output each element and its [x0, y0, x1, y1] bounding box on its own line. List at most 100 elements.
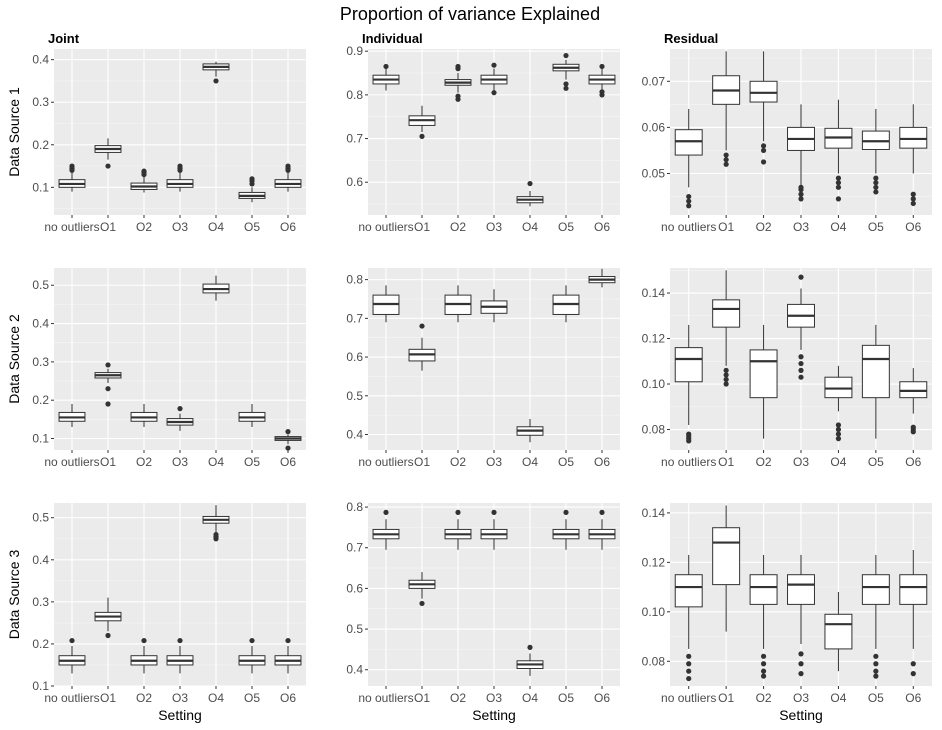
y-tick-label: 0.3	[32, 95, 49, 109]
outlier-point	[723, 157, 729, 163]
outlier-point	[105, 632, 111, 639]
outlier-point	[491, 90, 497, 96]
box-O2	[444, 509, 472, 550]
outlier-point	[760, 673, 767, 679]
x-tick-label: O2	[756, 220, 772, 234]
box-O3	[787, 554, 815, 677]
x-tick-label: O2	[136, 455, 152, 469]
outlier-point	[686, 198, 692, 204]
outlier-point	[686, 203, 692, 209]
y-tick-label: 0.08	[642, 654, 666, 668]
facet-label-residual: Residual	[664, 31, 718, 46]
outlier-point	[910, 191, 916, 197]
outlier-point	[760, 668, 767, 674]
x-tick-label: O3	[172, 455, 188, 469]
outlier-point	[563, 509, 569, 515]
outlier-point	[798, 671, 804, 677]
box-body	[787, 574, 815, 605]
box-O2	[130, 168, 158, 193]
box-body	[899, 574, 928, 605]
y-tick-label: 0.14	[642, 506, 666, 520]
x-tick-label: O4	[522, 220, 538, 234]
x-tick-label: O3	[486, 455, 502, 469]
x-tick-label: O2	[450, 691, 466, 705]
outlier-point	[873, 653, 879, 659]
panel-individual-3: 0.4 0.5 0.6 0.7 0.8 no outliers O1 O2 O3 O4 O5 O6	[346, 500, 620, 705]
row-label-3: Data Source 3	[6, 550, 22, 640]
outlier-point	[798, 184, 804, 190]
box-body	[824, 613, 853, 650]
x-tick-label: O6	[905, 691, 921, 705]
y-tick-label: 0.6	[346, 350, 363, 364]
box-O2	[130, 404, 158, 428]
outlier-point	[873, 180, 879, 186]
outlier-point	[69, 163, 75, 169]
box-O4	[202, 505, 230, 542]
y-tick-label: 0.6	[346, 581, 363, 595]
box-O6	[899, 368, 928, 435]
outlier-point	[686, 661, 692, 667]
x-tick-label: O5	[244, 691, 260, 705]
outlier-point	[760, 159, 767, 165]
box-body	[899, 126, 928, 149]
outlier-point	[105, 386, 111, 392]
box-body	[674, 574, 703, 608]
y-tick-label: 0.4	[346, 428, 363, 442]
box-O3	[166, 406, 194, 431]
box-O6	[588, 509, 616, 550]
box-O3	[787, 104, 815, 202]
panel-residual-1: 0.05 0.06 0.07 no outliers O1 O2 O3 O4 O5 O6	[642, 49, 932, 234]
box-no-outliers	[58, 637, 86, 674]
row-label-1: Data Source 1	[6, 87, 22, 177]
x-tick-label: O4	[208, 691, 224, 705]
box-O5	[861, 554, 890, 679]
y-tick-label: 0.08	[642, 423, 666, 437]
box-O5	[238, 176, 266, 203]
outlier-point	[285, 429, 291, 435]
box-O4	[516, 644, 544, 676]
box-O4	[516, 419, 544, 443]
box-O6	[274, 637, 302, 674]
box-O6	[274, 429, 302, 451]
outlier-point	[760, 661, 767, 667]
x-tick-label: no outliers	[358, 691, 413, 705]
box-O6	[899, 549, 928, 677]
x-tick-label: O2	[136, 220, 152, 234]
box-O1	[712, 270, 741, 387]
outlier-point	[873, 673, 879, 679]
x-tick-label: O3	[793, 691, 809, 705]
box-O6	[588, 268, 616, 288]
box-no-outliers	[58, 404, 86, 428]
x-tick-label: O4	[830, 220, 846, 234]
box-no-outliers	[674, 324, 703, 444]
outlier-point	[798, 367, 804, 373]
x-tick-label: O4	[522, 691, 538, 705]
outlier-point	[285, 445, 291, 451]
panel-joint-2: 0.1 0.2 0.3 0.4 0.5 no outliers O1 O2 O3 O4 O5 O6	[32, 268, 306, 469]
y-tick-label: 0.8	[346, 500, 363, 514]
x-tick-label: O2	[450, 220, 466, 234]
box-O6	[274, 163, 302, 192]
y-tick-label: 0.1	[32, 679, 49, 693]
y-tick-label: 0.3	[32, 355, 49, 369]
outlier-point	[527, 180, 533, 187]
outlier-point	[723, 376, 729, 383]
x-tick-label: O4	[208, 220, 224, 234]
x-tick-label: O5	[558, 455, 574, 469]
outlier-point	[723, 367, 729, 373]
outlier-point	[910, 424, 916, 430]
x-tick-label: O1	[718, 455, 734, 469]
box-O6	[899, 104, 928, 207]
outlier-point	[835, 175, 842, 181]
box-O3	[480, 509, 508, 550]
outlier-point	[686, 675, 692, 682]
box-O1	[712, 51, 741, 167]
x-axis-title: Setting	[472, 707, 516, 723]
outlier-point	[798, 661, 804, 667]
box-O1	[712, 505, 741, 632]
x-tick-label: O5	[558, 220, 574, 234]
outlier-point	[835, 436, 842, 442]
outlier-point	[873, 661, 879, 667]
y-tick-label: 0.10	[642, 377, 666, 391]
panel-joint-1: 0.1 0.2 0.3 0.4 no outliers O1 O2 O3 O4 O5 O6	[32, 49, 306, 234]
